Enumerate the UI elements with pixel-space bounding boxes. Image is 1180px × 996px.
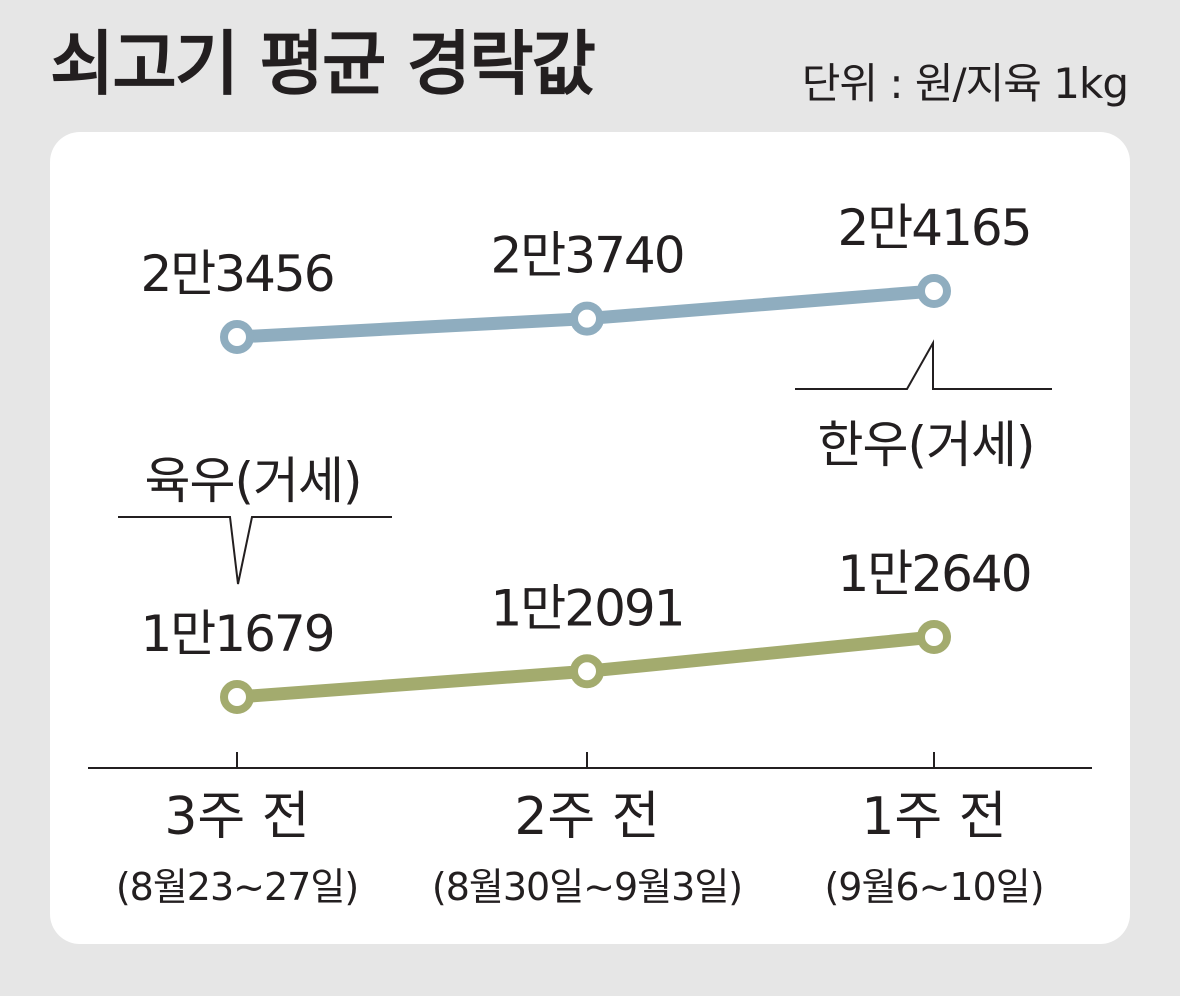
data-point-yukwoo-1 bbox=[220, 680, 254, 714]
data-label-hanwoo-3: 2만4165 bbox=[837, 199, 1030, 257]
data-label-yukwoo-2: 1만2091 bbox=[490, 579, 683, 637]
legend-callout-hanwoo bbox=[795, 339, 1052, 390]
x-tick-date-3: (9월6~10일) bbox=[824, 865, 1043, 909]
legend-label-hanwoo: 한우(거세) bbox=[817, 416, 1034, 474]
x-tick-label-3: 1주 전 bbox=[861, 787, 1006, 847]
data-point-yukwoo-3 bbox=[917, 620, 951, 654]
x-tick-date-2: (8월30일~9월3일) bbox=[432, 865, 742, 909]
x-tick-date-1: (8월23~27일) bbox=[116, 865, 358, 909]
data-label-hanwoo-1: 2만3456 bbox=[140, 245, 333, 303]
data-point-hanwoo-3 bbox=[917, 274, 951, 308]
x-tick-label-1: 3주 전 bbox=[164, 787, 309, 847]
unit-label: 단위 : 원/지육 1kg bbox=[801, 59, 1129, 108]
chart-title: 쇠고기 평균 경락값 bbox=[50, 23, 596, 105]
legend-callout-yukwoo bbox=[118, 516, 392, 585]
x-tick-label-2: 2주 전 bbox=[514, 787, 659, 847]
data-point-yukwoo-2 bbox=[570, 654, 604, 689]
chart-panel bbox=[50, 132, 1130, 944]
data-point-hanwoo-2 bbox=[570, 301, 604, 336]
data-point-hanwoo-1 bbox=[220, 320, 254, 354]
data-label-hanwoo-2: 2만3740 bbox=[490, 227, 683, 285]
data-label-yukwoo-3: 1만2640 bbox=[837, 545, 1030, 603]
data-label-yukwoo-1: 1만1679 bbox=[140, 605, 333, 663]
legend-label-yukwoo: 육우(거세) bbox=[144, 452, 361, 510]
